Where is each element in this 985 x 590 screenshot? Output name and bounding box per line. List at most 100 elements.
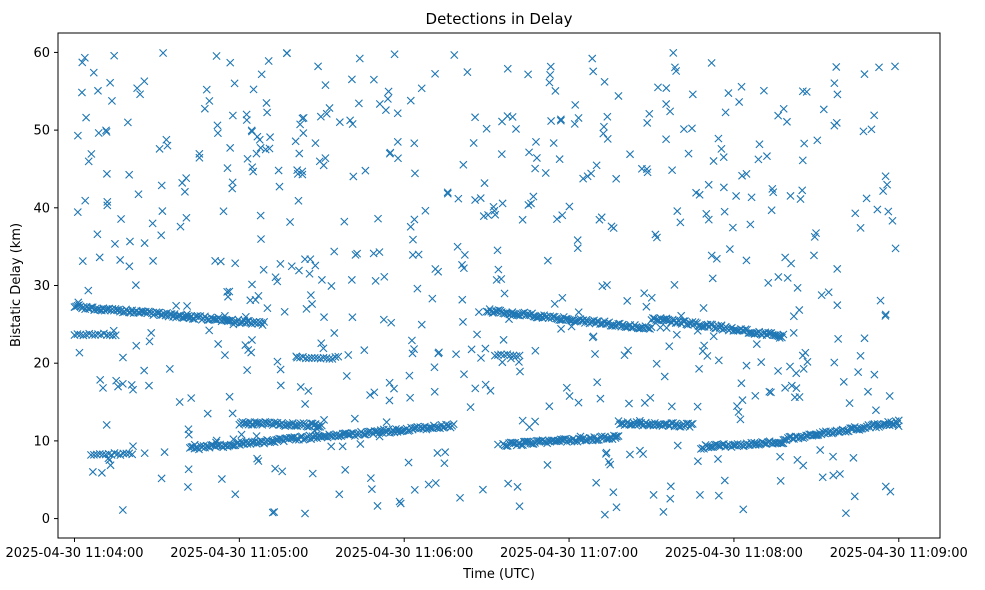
data-point-track-g [500,441,509,450]
data-point-clutter [480,179,489,188]
data-point-clutter [668,166,677,175]
data-point-clutter [466,403,475,412]
data-point-clutter [754,155,763,164]
data-point-track-a [210,315,219,324]
data-point-clutter [131,281,140,290]
data-point-clutter [369,249,378,258]
data-point-clutter [643,118,652,127]
data-point-seg-4 [79,331,88,340]
data-point-clutter [558,293,567,302]
data-point-clutter [417,320,426,329]
data-point-clutter [626,150,635,159]
data-point-clutter [712,254,721,263]
data-point-clutter [742,169,751,178]
data-point-clutter [311,139,320,148]
data-point-clutter [687,124,696,133]
data-point-clutter [512,124,520,133]
data-point-clutter [421,206,430,215]
data-point-seg-4 [108,331,117,340]
data-point-clutter [506,354,515,363]
data-point-clutter [157,181,166,190]
data-point-clutter [327,442,336,451]
data-point-clutter [375,432,384,441]
data-point-clutter [369,75,378,84]
data-point-clutter [693,326,702,335]
y-axis-label: Bistatic Delay (km) [9,223,24,347]
data-point-track-d [302,422,311,431]
data-point-clutter [140,239,149,248]
data-point-clutter [567,322,576,331]
data-point-clutter [78,257,87,266]
data-point-clutter [353,249,362,258]
data-point-clutter [497,275,506,284]
data-point-clutter [453,242,462,251]
data-point-clutter [373,501,382,510]
data-point-clutter [596,394,605,403]
data-point-track-g [552,437,561,446]
data-point-clutter [647,293,656,302]
data-point-clutter [305,269,314,278]
data-point-clutter [374,214,383,223]
data-point-clutter [344,351,353,360]
data-point-clutter [293,166,302,175]
data-point-clutter [263,304,272,313]
data-point-clutter [693,402,702,411]
data-point-clutter [507,309,516,318]
data-point-track-a [138,307,147,316]
data-point-clutter [875,63,884,72]
data-point-clutter [405,371,414,380]
data-point-track-g [602,434,611,443]
data-point-clutter [317,275,326,284]
data-point-clutter [769,188,778,197]
data-point-clutter [452,350,461,359]
data-point-clutter [709,332,718,341]
data-point-clutter [570,119,579,128]
data-point-track-e [275,434,284,443]
data-point-clutter [612,503,621,512]
data-point-clutter [695,490,704,499]
data-point-clutter [314,62,323,71]
data-point-seg-4 [76,330,85,339]
data-point-clutter [317,339,326,348]
data-point-track-g [527,439,536,448]
data-point-clutter [298,114,307,123]
data-point-clutter [84,157,93,166]
data-point-clutter [859,127,868,136]
data-point-clutter [693,457,702,466]
data-point-clutter [342,372,351,380]
data-point-clutter [624,346,633,355]
data-point-clutter [295,149,304,158]
data-point-clutter [531,137,540,146]
data-point-track-b [565,316,574,325]
data-point-clutter [494,440,502,449]
data-point-clutter [338,442,347,451]
data-point-clutter [103,197,112,206]
data-point-clutter [591,349,600,358]
data-point-clutter [609,488,618,497]
data-point-clutter [306,291,315,300]
data-point-clutter [348,313,357,322]
data-point-clutter [316,112,325,121]
data-point-clutter [159,49,168,57]
data-point-clutter [833,264,842,273]
data-point-clutter [792,369,801,378]
data-point-clutter [835,469,844,478]
data-point-clutter [320,313,329,322]
data-point-clutter [375,99,384,108]
data-point-seg-3 [128,450,137,459]
data-point-clutter [105,456,114,465]
data-point-clutter [242,110,251,119]
data-point-clutter [247,126,256,135]
data-point-clutter [381,106,390,115]
data-point-track-d [253,419,262,428]
data-point-clutter [261,145,270,154]
data-point-clutter [624,399,633,408]
data-point-clutter [662,323,671,332]
data-point-clutter [589,332,598,341]
data-point-clutter [410,345,419,354]
data-point-clutter [182,310,191,319]
data-point-clutter [603,134,612,143]
data-point-clutter [410,485,419,494]
data-point-clutter [498,117,507,126]
data-point-clutter [737,82,746,91]
